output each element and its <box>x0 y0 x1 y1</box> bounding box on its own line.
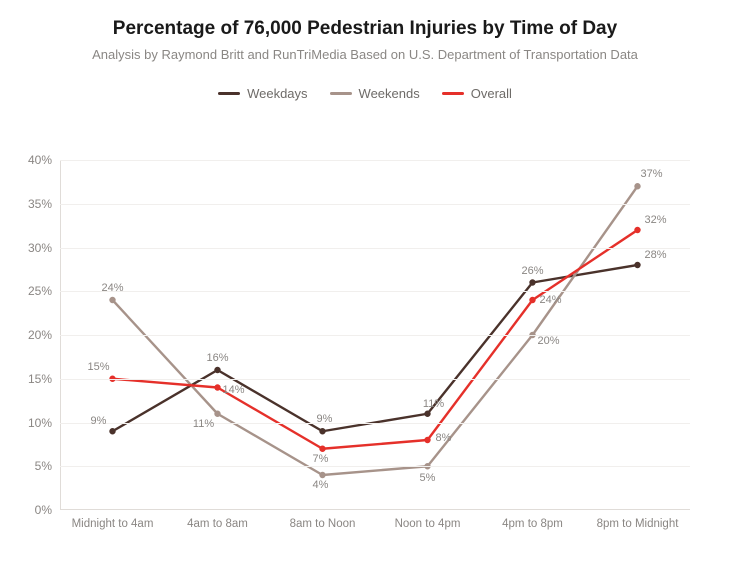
legend-swatch <box>218 92 240 95</box>
series-point <box>634 262 640 268</box>
chart-title: Percentage of 76,000 Pedestrian Injuries… <box>0 18 730 40</box>
point-label: 32% <box>644 214 666 226</box>
chart-subtitle: Analysis by Raymond Britt and RunTriMedi… <box>85 46 645 64</box>
legend-item: Weekdays <box>218 86 307 101</box>
legend-label: Overall <box>471 86 512 101</box>
gridline <box>60 379 690 380</box>
point-label: 8% <box>436 432 452 444</box>
series-point <box>319 472 325 478</box>
point-label: 4% <box>313 479 329 491</box>
y-tick-label: 30% <box>28 241 52 255</box>
point-label: 37% <box>640 168 662 180</box>
legend-item: Weekends <box>330 86 420 101</box>
series-point <box>214 411 220 417</box>
legend-item: Overall <box>442 86 512 101</box>
gridline <box>60 335 690 336</box>
point-label: 9% <box>317 413 333 425</box>
point-label: 7% <box>313 453 329 465</box>
legend: Weekdays Weekends Overall <box>0 86 730 101</box>
legend-swatch <box>442 92 464 95</box>
gridline <box>60 466 690 467</box>
legend-label: Weekends <box>359 86 420 101</box>
x-tick-label: 8am to Noon <box>290 518 356 530</box>
series-point <box>214 367 220 373</box>
plot-area: 0%5%10%15%20%25%30%35%40%Midnight to 4am… <box>60 160 690 510</box>
legend-swatch <box>330 92 352 95</box>
series-point <box>529 279 535 285</box>
y-tick-label: 35% <box>28 197 52 211</box>
gridline <box>60 423 690 424</box>
legend-label: Weekdays <box>247 86 307 101</box>
point-label: 16% <box>206 352 228 364</box>
y-tick-label: 20% <box>28 328 52 342</box>
point-label: 26% <box>521 265 543 277</box>
series-point <box>109 428 115 434</box>
x-tick-label: 4am to 8am <box>187 518 248 530</box>
chart-container: Percentage of 76,000 Pedestrian Injuries… <box>0 0 730 565</box>
gridline <box>60 204 690 205</box>
y-tick-label: 0% <box>35 503 52 517</box>
point-label: 11% <box>193 418 214 430</box>
y-tick-label: 40% <box>28 153 52 167</box>
x-tick-label: Midnight to 4am <box>72 518 154 530</box>
x-tick-label: 8pm to Midnight <box>597 518 679 530</box>
series-point <box>319 446 325 452</box>
gridline <box>60 160 690 161</box>
point-label: 5% <box>420 472 436 484</box>
x-tick-label: Noon to 4pm <box>395 518 461 530</box>
series-point <box>109 297 115 303</box>
point-label: 20% <box>537 335 559 347</box>
y-tick-label: 15% <box>28 372 52 386</box>
x-tick-label: 4pm to 8pm <box>502 518 563 530</box>
point-label: 15% <box>87 361 109 373</box>
point-label: 24% <box>539 294 561 306</box>
y-tick-label: 5% <box>35 459 52 473</box>
y-tick-label: 10% <box>28 416 52 430</box>
point-label: 28% <box>644 249 666 261</box>
series-point <box>634 227 640 233</box>
series-point <box>424 437 430 443</box>
gridline <box>60 291 690 292</box>
series-line <box>113 265 638 431</box>
y-tick-label: 25% <box>28 284 52 298</box>
series-point <box>529 297 535 303</box>
point-label: 24% <box>101 282 123 294</box>
point-label: 11% <box>423 398 444 410</box>
point-label: 9% <box>91 415 107 427</box>
series-line <box>113 186 638 475</box>
series-point <box>319 428 325 434</box>
series-point <box>214 384 220 390</box>
gridline <box>60 248 690 249</box>
series-point <box>424 411 430 417</box>
point-label: 14% <box>222 384 244 396</box>
series-point <box>634 183 640 189</box>
